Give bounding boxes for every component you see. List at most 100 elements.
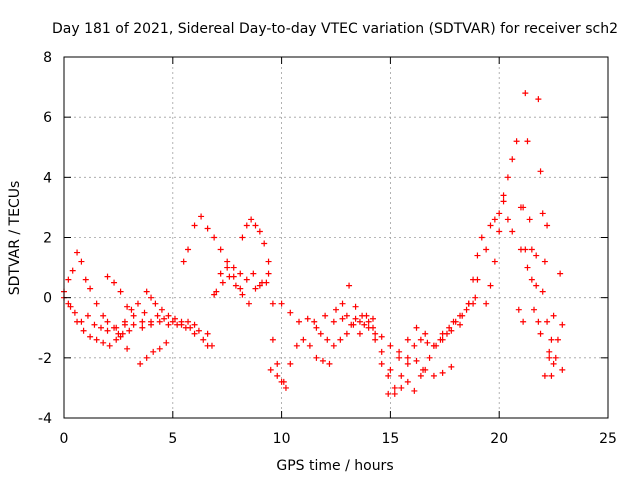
data-point bbox=[372, 330, 379, 337]
data-point bbox=[413, 324, 420, 331]
data-point bbox=[322, 312, 329, 319]
data-point bbox=[191, 222, 198, 229]
y-tick-label: 8 bbox=[43, 50, 52, 66]
data-point bbox=[359, 312, 366, 319]
data-point bbox=[533, 252, 540, 259]
data-point bbox=[252, 285, 259, 292]
data-point bbox=[139, 318, 146, 325]
data-point bbox=[515, 306, 522, 313]
data-point bbox=[113, 336, 120, 343]
data-point bbox=[509, 156, 516, 163]
data-point bbox=[185, 318, 192, 325]
data-point bbox=[311, 318, 318, 325]
data-point bbox=[165, 312, 172, 319]
data-point bbox=[385, 372, 392, 379]
data-point bbox=[396, 354, 403, 361]
data-point bbox=[143, 288, 150, 295]
data-point bbox=[324, 336, 331, 343]
data-point bbox=[67, 303, 74, 310]
data-point bbox=[535, 96, 542, 103]
y-tick-label: 4 bbox=[43, 170, 52, 186]
data-point bbox=[504, 216, 511, 223]
data-point bbox=[483, 300, 490, 307]
data-point bbox=[265, 270, 272, 277]
data-point bbox=[115, 330, 122, 337]
data-point bbox=[130, 312, 137, 319]
data-point bbox=[252, 222, 259, 229]
data-point bbox=[224, 258, 231, 265]
data-point bbox=[124, 345, 131, 352]
data-point bbox=[137, 360, 144, 367]
data-point bbox=[472, 294, 479, 301]
data-point bbox=[104, 318, 111, 325]
data-point bbox=[156, 318, 163, 325]
data-point bbox=[143, 354, 150, 361]
data-point bbox=[433, 342, 440, 349]
data-point bbox=[217, 246, 224, 253]
data-point bbox=[280, 378, 287, 385]
data-point bbox=[80, 327, 87, 334]
data-point bbox=[82, 276, 89, 283]
data-point bbox=[528, 246, 535, 253]
data-point bbox=[217, 270, 224, 277]
data-point bbox=[259, 279, 266, 286]
data-point bbox=[522, 90, 529, 97]
grid-lines bbox=[64, 57, 608, 418]
data-point bbox=[531, 306, 538, 313]
data-point bbox=[520, 318, 527, 325]
data-point bbox=[239, 234, 246, 241]
data-point bbox=[448, 363, 455, 370]
data-point bbox=[465, 300, 472, 307]
data-point bbox=[158, 306, 165, 313]
data-point bbox=[559, 321, 566, 328]
data-point bbox=[232, 282, 239, 289]
data-point bbox=[180, 258, 187, 265]
data-point bbox=[524, 264, 531, 271]
data-point bbox=[463, 306, 470, 313]
data-point bbox=[128, 306, 135, 313]
data-point bbox=[352, 315, 359, 322]
data-point bbox=[113, 324, 120, 331]
data-points bbox=[61, 90, 566, 397]
data-point bbox=[509, 228, 516, 235]
axis-tick-labels: 0 5 10 15 20 25 -4 -2 0 2 4 6 8 bbox=[38, 50, 617, 447]
data-point bbox=[387, 366, 394, 373]
data-point bbox=[211, 234, 218, 241]
data-point bbox=[548, 336, 555, 343]
data-point bbox=[185, 246, 192, 253]
data-point bbox=[139, 324, 146, 331]
y-tick-label: 0 bbox=[43, 291, 52, 307]
data-point bbox=[378, 360, 385, 367]
data-point bbox=[496, 210, 503, 217]
data-point bbox=[304, 315, 311, 322]
chart-title: Day 181 of 2021, Sidereal Day-to-day VTE… bbox=[52, 21, 618, 37]
data-point bbox=[430, 372, 437, 379]
data-point bbox=[265, 258, 272, 265]
data-point bbox=[346, 282, 353, 289]
data-point bbox=[343, 312, 350, 319]
data-point bbox=[78, 318, 85, 325]
data-point bbox=[546, 348, 553, 355]
data-point bbox=[200, 336, 207, 343]
data-point bbox=[317, 330, 324, 337]
data-point bbox=[239, 291, 246, 298]
data-point bbox=[74, 249, 81, 256]
data-point bbox=[546, 354, 553, 361]
data-point bbox=[330, 318, 337, 325]
data-point bbox=[71, 309, 78, 316]
data-point bbox=[550, 312, 557, 319]
data-point bbox=[424, 339, 431, 346]
data-point bbox=[337, 336, 344, 343]
x-tick-label: 15 bbox=[381, 431, 399, 447]
data-point bbox=[550, 360, 557, 367]
data-point bbox=[535, 318, 542, 325]
data-point bbox=[237, 285, 244, 292]
data-point bbox=[126, 327, 133, 334]
data-point bbox=[100, 312, 107, 319]
data-point bbox=[526, 216, 533, 223]
data-point bbox=[124, 303, 131, 310]
y-tick-label: 6 bbox=[43, 110, 52, 126]
data-point bbox=[213, 288, 220, 295]
data-point bbox=[121, 321, 128, 328]
data-point bbox=[204, 342, 211, 349]
